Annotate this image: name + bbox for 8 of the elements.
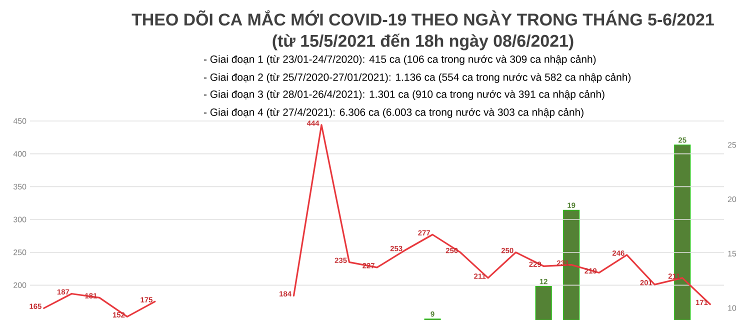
text: - Giai đoạn 4 (từ 27/4/2021): 6.306 ca (6.003 ca trong nước và 303 ca nhập cảnh) <box>204 108 584 118</box>
text: - Giai đoạn 1 (từ 23/01-24/7/2020): 415 ca (106 ca trong nước và 309 ca nhập cảnh) <box>204 55 596 65</box>
line-series <box>43 292 156 318</box>
line-series <box>292 124 711 306</box>
chart-subtitle: (từ 15/5/2021 đến 18h ngày 08/6/2021) <box>272 34 574 50</box>
text: - Giai đoạn 2 (từ 25/7/2020-27/01/2021): 1.136 ca (554 ca trong nước và 582 ca nhập cảnh) <box>204 73 631 83</box>
text: - Giai đoạn 3 (từ 28/01-26/4/2021): 1.301 ca (910 ca trong nước và 391 ca nhập cảnh) <box>204 90 604 100</box>
chart-title: THEO DÕI CA MẮC MỚI COVID-19 THEO NGÀY TRONG THÁNG 5-6/2021 <box>132 10 714 26</box>
